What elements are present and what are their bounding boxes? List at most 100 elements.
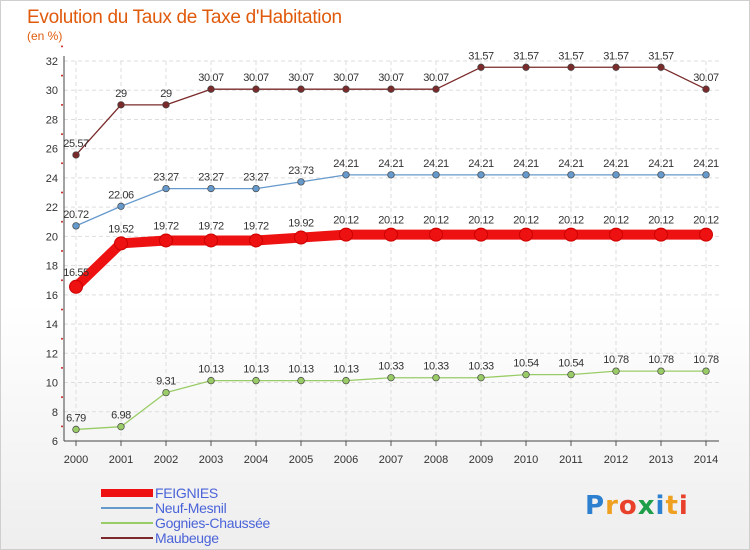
series-feignies [69, 227, 713, 294]
data-point [342, 376, 350, 385]
y-tick-label: 14 [46, 319, 58, 331]
axes: 6 8 10 12 14 16 18 20 22 24 26 28 30 32 2000 2001 2002 20… [46, 45, 719, 466]
legend-label: Neuf-Mesnil [155, 500, 227, 516]
y-minor-tick [61, 191, 63, 194]
x-tick-label: 2004 [244, 454, 268, 466]
data-label: 20.12 [648, 215, 674, 227]
x-tick-label: 2002 [154, 454, 178, 466]
data-point [297, 178, 305, 186]
data-point [384, 227, 398, 242]
data-point [654, 227, 668, 242]
data-point [657, 367, 665, 375]
series-gognies-chauss-e [72, 367, 710, 434]
data-label: 19.92 [288, 218, 314, 230]
data-label: 20.12 [693, 215, 719, 227]
data-label: 30.07 [378, 72, 404, 84]
data-label: 24.21 [693, 158, 719, 170]
logo-letter: i [678, 491, 689, 521]
data-label: 22.06 [108, 189, 134, 201]
data-point [432, 374, 440, 382]
logo-letter: t [665, 491, 679, 521]
data-point [564, 227, 578, 242]
data-label: 23.27 [243, 172, 269, 184]
data-point [162, 101, 170, 109]
data-label: 30.07 [423, 72, 449, 84]
data-point [387, 374, 395, 382]
y-tick-label: 6 [52, 436, 58, 448]
y-tick-label: 32 [46, 56, 58, 68]
data-point [567, 63, 575, 71]
data-label: 10.13 [243, 364, 269, 376]
data-point [519, 227, 533, 242]
logo-letter: x [637, 491, 656, 521]
data-label: 24.21 [468, 158, 494, 170]
data-label: 10.33 [423, 361, 449, 373]
data-label: 20.12 [603, 215, 629, 227]
x-tick-label: 2003 [199, 454, 223, 466]
data-point [72, 222, 80, 230]
x-tick-label: 2010 [514, 454, 538, 466]
series-neuf-mesnil [72, 171, 710, 230]
data-label: 30.07 [693, 72, 719, 84]
data-label: 31.57 [603, 50, 629, 62]
data-labels: 25.57 29 29 30.07 30.07 30.07 30.07 30.07 30.07 3… [63, 50, 719, 424]
y-tick-label: 30 [46, 85, 58, 97]
data-label: 23.27 [153, 172, 179, 184]
data-point [249, 233, 263, 248]
legend-swatch [101, 537, 153, 539]
data-point [72, 151, 80, 159]
data-point [657, 171, 665, 179]
data-label: 24.21 [603, 158, 629, 170]
data-label: 20.72 [63, 209, 89, 221]
y-tick-label: 12 [46, 348, 58, 360]
data-label: 10.13 [288, 364, 314, 376]
data-label: 10.78 [693, 354, 719, 366]
x-tick-label: 2001 [109, 454, 133, 466]
data-label: 6.79 [66, 412, 86, 424]
data-label: 20.12 [468, 215, 494, 227]
data-point [252, 184, 260, 193]
data-point [114, 236, 128, 251]
data-label: 24.21 [558, 158, 584, 170]
data-point [69, 279, 83, 294]
data-point [117, 202, 125, 210]
data-point [612, 63, 620, 71]
y-tick-label: 18 [46, 261, 58, 273]
data-label: 25.57 [63, 138, 89, 150]
legend-label: Gognies-Chaussée [155, 515, 271, 531]
x-tick-label: 2009 [469, 454, 493, 466]
y-minor-tick [61, 308, 63, 311]
chart-title: Evolution du Taux de Taxe d'Habitation [27, 7, 342, 28]
data-point [207, 376, 215, 385]
data-label: 10.33 [378, 361, 404, 373]
data-point [702, 85, 710, 93]
y-minor-tick [61, 220, 63, 223]
data-label: 30.07 [333, 72, 359, 84]
y-tick-label: 24 [46, 173, 58, 185]
data-label: 20.12 [378, 215, 404, 227]
data-point [432, 171, 440, 179]
data-label: 29 [115, 88, 127, 100]
data-point [477, 374, 485, 382]
logo-letter: r [605, 491, 619, 521]
data-label: 24.21 [513, 158, 539, 170]
data-point [72, 425, 80, 434]
data-point [612, 171, 620, 179]
data-label: 24.21 [378, 158, 404, 170]
data-point [432, 85, 440, 93]
data-label: 10.13 [333, 364, 359, 376]
data-label: 10.33 [468, 361, 494, 373]
data-label: 10.78 [648, 354, 674, 366]
chart-subtitle: (en %) [27, 29, 63, 43]
data-label: 19.52 [108, 223, 134, 235]
data-point [252, 85, 260, 93]
series-maubeuge [72, 63, 710, 159]
data-label: 29 [160, 88, 172, 100]
data-label: 23.73 [288, 165, 314, 177]
y-minor-tick [61, 337, 63, 340]
logo-letter: P [585, 491, 606, 521]
x-tick-label: 2014 [694, 454, 718, 466]
data-point [339, 227, 353, 242]
data-label: 10.78 [603, 354, 629, 366]
